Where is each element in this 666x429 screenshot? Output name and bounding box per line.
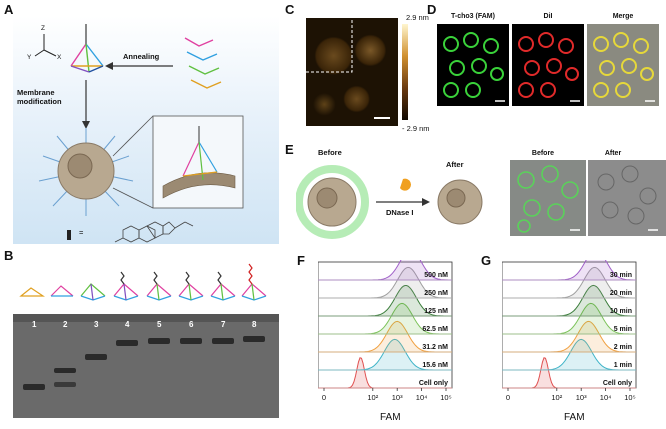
lane-label: 8 (252, 320, 257, 329)
lane-label: 2 (63, 320, 68, 329)
panel-e-micrographs (510, 160, 666, 236)
before-micrograph (510, 160, 586, 236)
histogram-g: Cell only 1 min 2 min 5 min 10 min 20 min 30 m… (501, 249, 637, 402)
tetrahedron-icon (70, 24, 104, 73)
series-label: Cell only (419, 380, 448, 387)
annealing-label: Annealing (123, 52, 160, 61)
lane-label: 7 (221, 320, 226, 329)
series-label: 15.6 nM (422, 362, 448, 369)
cholesterol-icon (67, 230, 71, 240)
dna-strands-icon (184, 37, 222, 89)
x-tick-label: 0 (506, 393, 510, 402)
panel-d-micrographs (437, 24, 659, 106)
membrane-modification-label: Membrane modification (17, 88, 62, 106)
axes-icon (34, 34, 57, 57)
panel-a-svg (34, 24, 244, 243)
after-label: After (446, 160, 464, 169)
nucleus-icon (67, 153, 93, 179)
series-label: 1 min (614, 362, 632, 369)
axis-z-label: Z (41, 25, 45, 32)
x-tick-label: 10³ (392, 393, 403, 402)
after-micrograph (588, 160, 666, 236)
series-label: 62.5 nM (422, 326, 448, 333)
equals-sign: = (79, 228, 84, 237)
scale-max-label: 2.9 nm (406, 13, 429, 22)
lane-label: 6 (189, 320, 194, 329)
channel-label-dil: DiI (543, 13, 553, 20)
series-label: 250 nM (424, 290, 448, 297)
scale-min-label: - 2.9 nm (402, 124, 430, 133)
axis-x-label: X (57, 54, 62, 61)
x-tick-label: 10³ (576, 393, 587, 402)
panel-f-chart: Cell only 15.6 nM 31.2 nM 62.5 nM 125 nM 250 … (317, 248, 470, 410)
lane-label: 5 (157, 320, 162, 329)
panel-c-afm-image (306, 18, 398, 126)
panel-letter-e: E (285, 142, 294, 157)
before-label: Before (318, 148, 342, 157)
series-label: Cell only (603, 380, 632, 387)
x-tick-label: 10² (551, 393, 562, 402)
x-tick-label: 10⁵ (440, 393, 451, 402)
lane-label: 1 (32, 320, 37, 329)
x-tick-label: 10² (367, 393, 378, 402)
panel-g-chart: Cell only 1 min 2 min 5 min 10 min 20 min 30 m… (501, 249, 654, 410)
panel-b-structures-svg (13, 263, 279, 418)
panel-a-schematic: Z Y X Annealing Membrane modification = (13, 16, 279, 244)
xlabel-f: FAM (380, 412, 401, 423)
series-label: 125 nM (424, 308, 448, 315)
series-label: 31.2 nM (422, 344, 448, 351)
series-label: 500 nM (424, 272, 448, 279)
channel-label-merge: Merge (612, 13, 634, 20)
dnase-icon (400, 178, 411, 191)
panel-letter-g: G (481, 253, 492, 268)
series-label: 5 min (614, 326, 632, 333)
channel-label-fam: T-cho3 (FAM) (451, 13, 495, 20)
micro-before-label: Before (531, 150, 555, 157)
x-tick-label: 10⁴ (600, 393, 612, 402)
x-tick-label: 10⁴ (416, 393, 428, 402)
micro-after-label: After (604, 150, 622, 157)
gel-bands (23, 336, 265, 390)
panel-letter-c: C (285, 2, 295, 17)
dna-coating-icon (295, 165, 369, 239)
series-label: 20 min (610, 290, 632, 297)
lane-label: 3 (94, 320, 99, 329)
series-label: 30 min (610, 272, 632, 279)
series-label: 2 min (614, 344, 632, 351)
panel-letter-a: A (4, 2, 14, 17)
series-label: 10 min (610, 308, 632, 315)
x-tick-label: 0 (322, 393, 326, 402)
afm-color-scale (402, 24, 408, 120)
panel-letter-d: D (427, 2, 437, 17)
dnase-label: DNase I (386, 208, 414, 217)
gel-image (13, 314, 279, 418)
panel-letter-f: F (297, 253, 305, 268)
panel-letter-b: B (4, 248, 14, 263)
xlabel-g: FAM (564, 412, 585, 423)
lane-label: 4 (125, 320, 130, 329)
x-tick-label: 10⁵ (624, 393, 635, 402)
cholesterol-structure-icon (114, 221, 194, 243)
axis-y-label: Y (27, 54, 32, 61)
panel-b: 1 2 3 4 5 6 7 8 (13, 258, 279, 418)
panel-e-schematic: Before After DNase I (295, 148, 496, 240)
histogram-f: Cell only 15.6 nM 31.2 nM 62.5 nM 125 nM 250 … (317, 248, 453, 402)
